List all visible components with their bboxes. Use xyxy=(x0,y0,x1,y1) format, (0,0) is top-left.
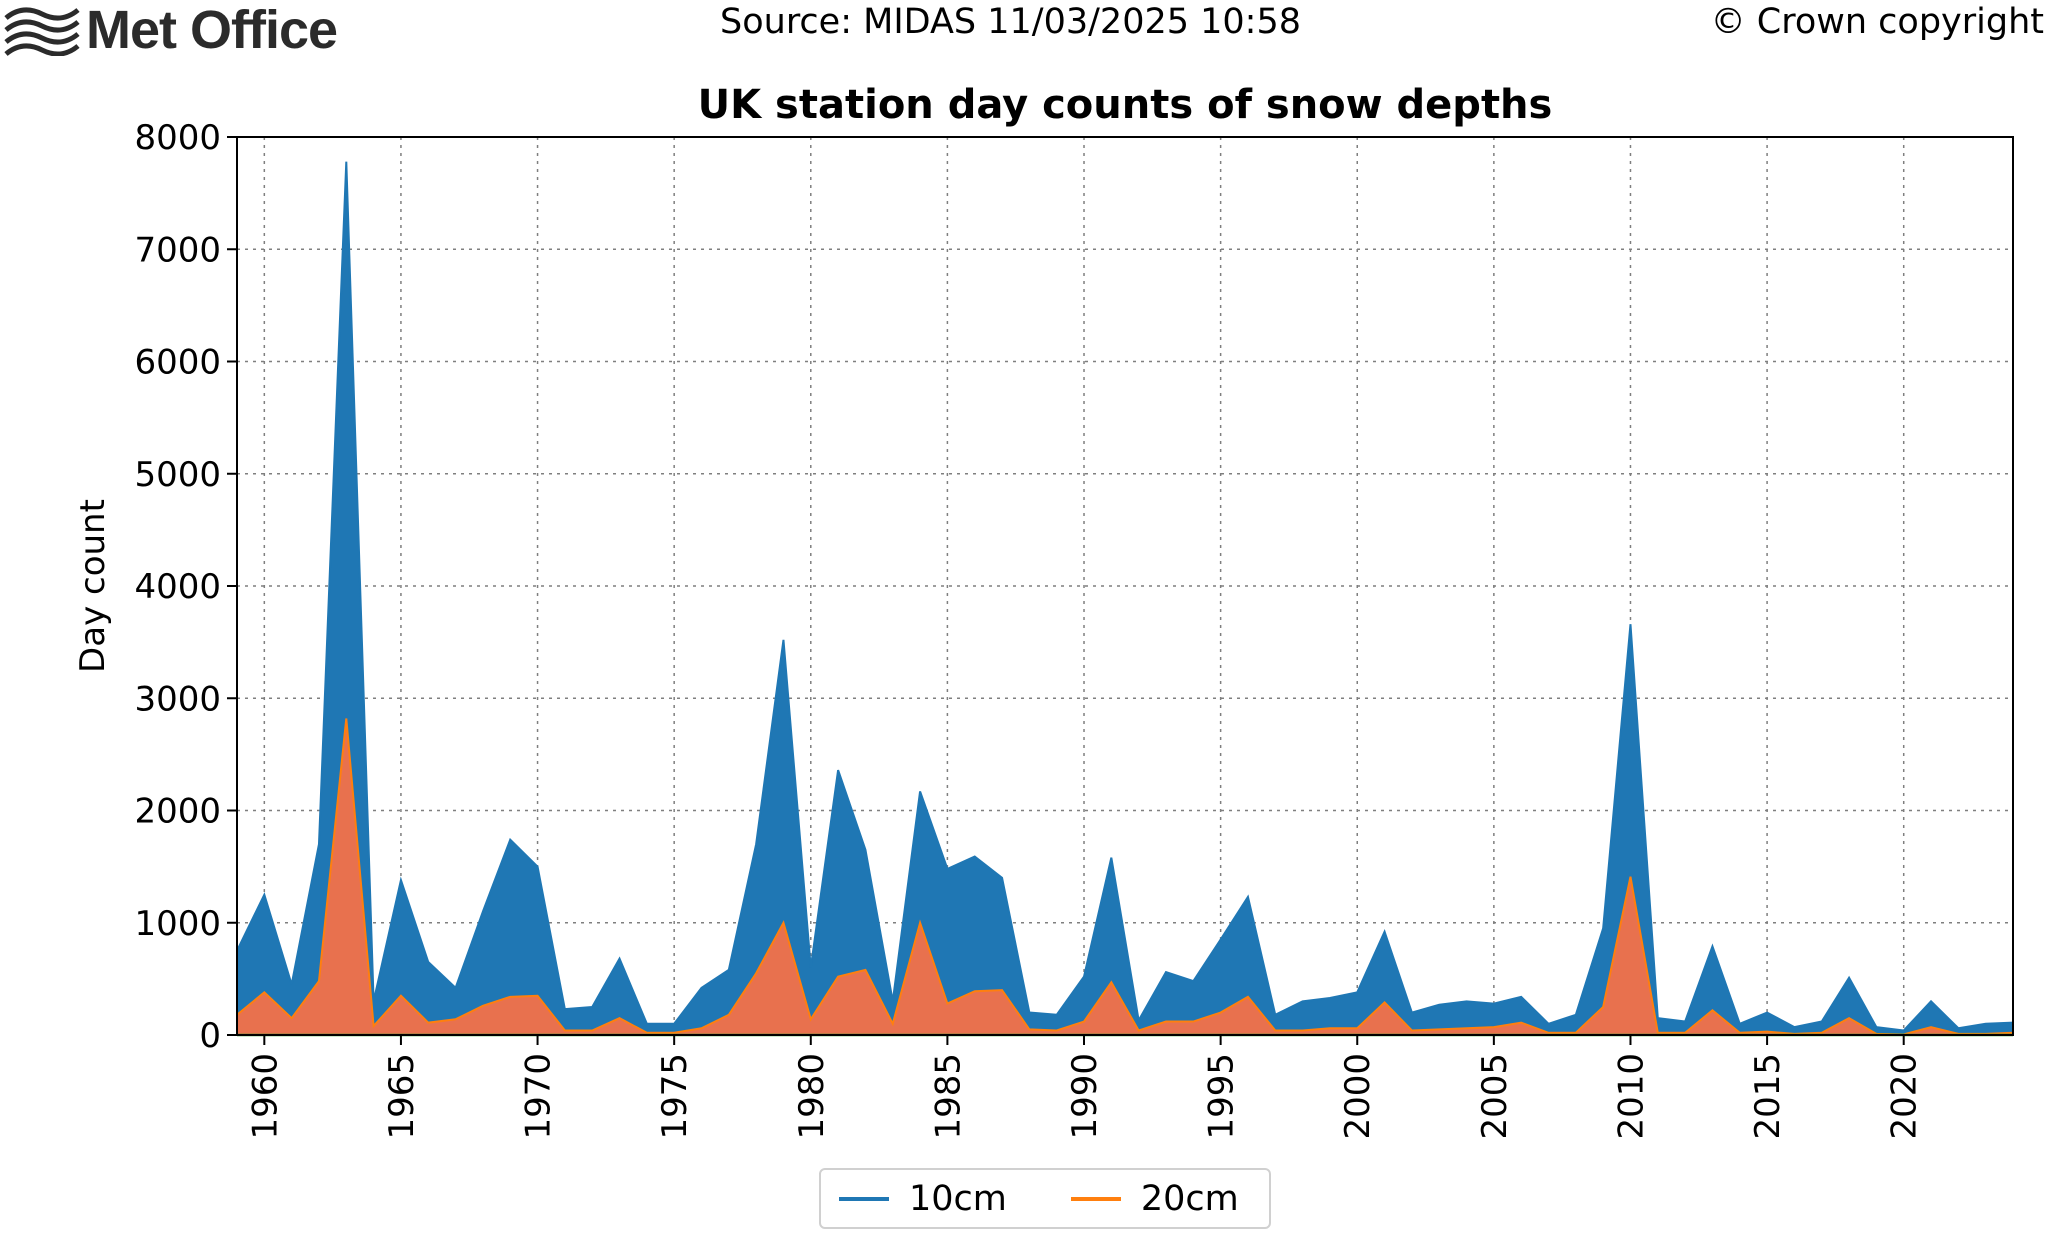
x-tick-label: 2000 xyxy=(1338,1053,1378,1140)
axes: 0 1000 2000 3000 4000 5000 6000 7000 8000 1960 196… xyxy=(134,118,2014,1140)
x-tick-label: 1960 xyxy=(245,1053,285,1140)
x-tick-label: 1985 xyxy=(928,1053,968,1140)
y-tick-label: 6000 xyxy=(134,343,221,383)
logo-text: Met Office xyxy=(86,0,338,60)
x-tick-label: 1995 xyxy=(1202,1053,1242,1140)
y-tick-label: 4000 xyxy=(134,567,221,607)
x-tick-label: 2005 xyxy=(1475,1053,1515,1140)
x-tick-label: 1980 xyxy=(792,1053,832,1140)
y-tick-label: 3000 xyxy=(134,679,221,719)
y-tick-label: 1000 xyxy=(134,904,221,944)
legend-swatch-20cm xyxy=(1070,1196,1121,1201)
copyright-text: © Crown copyright xyxy=(1710,2,2044,42)
legend-item-10cm: 10cm xyxy=(839,1179,1007,1219)
header: Met Office Source: MIDAS 11/03/2025 10:5… xyxy=(0,0,2048,70)
legend-label-10cm: 10cm xyxy=(909,1178,1007,1219)
y-axis-label: Day count xyxy=(73,499,113,673)
x-tick-label: 1970 xyxy=(519,1053,559,1140)
y-tick-label: 2000 xyxy=(134,792,221,832)
x-tick-label: 1965 xyxy=(382,1053,422,1140)
y-tick-label: 7000 xyxy=(134,230,221,270)
wave-icon xyxy=(4,7,80,56)
x-tick-label: 1975 xyxy=(655,1053,695,1140)
legend-swatch-10cm xyxy=(839,1196,889,1201)
area-layer xyxy=(236,161,2014,1037)
met-office-logo: Met Office xyxy=(4,0,338,60)
legend-item-20cm: 20cm xyxy=(1070,1178,1239,1219)
x-tick-label: 2015 xyxy=(1748,1053,1788,1140)
source-text: Source: MIDAS 11/03/2025 10:58 xyxy=(720,2,1301,42)
y-tick-label: 8000 xyxy=(134,118,221,158)
legend: 10cm 20cm xyxy=(819,1168,1271,1229)
x-tick-label: 2020 xyxy=(1885,1053,1925,1140)
x-tick-label: 2010 xyxy=(1611,1053,1651,1140)
y-tick-label: 0 xyxy=(199,1016,221,1056)
chart-title: UK station day counts of snow depths xyxy=(698,82,1553,128)
legend-label-20cm: 20cm xyxy=(1140,1178,1239,1219)
line-20cm xyxy=(236,718,2014,1036)
area-10cm xyxy=(237,161,2013,1035)
x-tick-label: 1990 xyxy=(1065,1053,1105,1140)
line-10cm xyxy=(236,161,2014,1032)
y-tick-label: 5000 xyxy=(134,455,221,495)
